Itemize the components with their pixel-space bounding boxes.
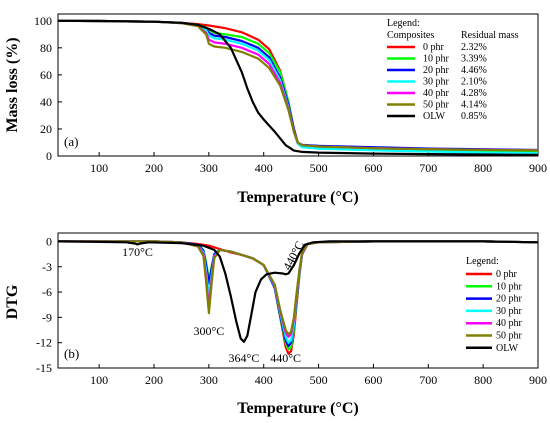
legend-b-name: 40 phr (496, 318, 523, 329)
panel-a-xtick-label: 700 (419, 161, 437, 175)
panel-b-ytick-label: -6 (42, 285, 52, 299)
legend-a-title: Legend: (387, 18, 420, 29)
panel-b-frame (57, 232, 539, 369)
legend-a-residual: 4.28% (461, 88, 487, 99)
panel-a-xtick-label: 300 (200, 161, 218, 175)
panel-b-xtick-label: 100 (90, 373, 108, 387)
legend-a-name: 30 phr (423, 77, 450, 88)
panel-b-ytick-label: 0 (46, 234, 52, 248)
panel-a-xtick-label: 800 (474, 161, 492, 175)
panel-a-xtick-label: 400 (255, 161, 273, 175)
legend-a-col1-header: Composites (387, 30, 434, 41)
legend-a-name: OLW (423, 111, 446, 122)
panel-b-xtick-label: 900 (529, 373, 547, 387)
panel-b-xtick-label: 200 (145, 373, 163, 387)
panel-a-ytick-label: 40 (40, 95, 52, 109)
panel-a-ytick-label: 100 (34, 14, 52, 28)
legend-a-residual: 2.32% (461, 42, 487, 53)
panel-b-ylabel: DTG (4, 284, 21, 319)
legend-b-name: OLW (496, 343, 519, 354)
panel-a-ytick-label: 60 (40, 68, 52, 82)
panel-a-legend: Legend: Composites Residual mass 0 phr 2.… (387, 18, 519, 122)
legend-a-residual: 0.85% (461, 111, 487, 122)
panel-b-ytick-label: -9 (42, 310, 52, 324)
legend-b-title: Legend: (466, 256, 499, 267)
legend-a-residual: 2.10% (461, 77, 487, 88)
panel-a: 100 200 300 400 500 600 700 800 900 0 20 40 60 80100 … (4, 13, 547, 206)
legend-a-name: 50 phr (423, 100, 450, 111)
panel-a-series-olw (57, 19, 539, 156)
panel-a-xtick-label: 500 (310, 161, 328, 175)
panel-b: 100 200 300 400 500 600 700 800 900 0 -3 -6 -9 -12 -15… (4, 232, 547, 417)
panel-a-ytick-label: 80 (40, 41, 52, 55)
dtg-annotation: 170°C (122, 245, 153, 259)
panel-a-frame (57, 13, 539, 157)
legend-a-name: 40 phr (423, 88, 450, 99)
panel-a-label: (a) (64, 134, 78, 149)
panel-a-xtick-label: 100 (90, 161, 108, 175)
panel-b-ytick-label: -3 (42, 260, 52, 274)
dtg-annotation: 300°C (193, 324, 224, 338)
panel-a-ylabel: Mass loss (%) (4, 37, 21, 132)
panel-a-ytick-label: 0 (46, 149, 52, 163)
panel-b-xtick-label: 400 (255, 373, 273, 387)
panel-b-xtick-label: 600 (364, 373, 382, 387)
dtg-annotation: 364°C (229, 351, 260, 365)
panel-b-ytick-label: -15 (36, 361, 52, 375)
legend-a-residual: 4.46% (461, 65, 487, 76)
legend-a-rows: 0 phr 2.32% 10 phr 3.39% 20 phr 4.46% 30 phr 2.… (387, 42, 487, 122)
legend-a-name: 20 phr (423, 65, 450, 76)
legend-a-residual: 3.39% (461, 54, 487, 65)
panel-b-ytick-label: -12 (36, 336, 52, 350)
panel-a-ticks: 100 200 300 400 500 600 700 800 900 0 20 40 60 80 100 (34, 14, 547, 175)
panel-b-label: (b) (64, 346, 79, 361)
panel-b-xtick-label: 500 (310, 373, 328, 387)
legend-a-name: 0 phr (423, 42, 445, 53)
legend-b-name: 20 phr (496, 294, 523, 305)
legend-b-name: 30 phr (496, 306, 523, 317)
panel-b-xtick-label: 700 (419, 373, 437, 387)
panel-b-series-olw (57, 240, 539, 343)
legend-b-name: 10 phr (496, 281, 523, 292)
legend-a-name: 10 phr (423, 54, 450, 65)
panel-b-xlabel: Temperature (°C) (237, 400, 358, 417)
panel-b-xtick-label: 800 (474, 373, 492, 387)
legend-a-col2-header: Residual mass (461, 30, 519, 41)
panel-b-ticks: 100 200 300 400 500 600 700 800 900 0 -3 -6 -9 -12 -15 (36, 234, 547, 387)
panel-a-ytick-label: 20 (40, 122, 52, 136)
panel-a-xtick-label: 600 (364, 161, 382, 175)
legend-a-residual: 4.14% (461, 100, 487, 111)
panel-a-series (57, 19, 539, 156)
dtg-annotation: 440°C (270, 351, 301, 365)
panel-b-xtick-label: 300 (200, 373, 218, 387)
panel-a-xtick-label: 900 (529, 161, 547, 175)
legend-b-name: 50 phr (496, 331, 523, 342)
panel-a-xtick-label: 200 (145, 161, 163, 175)
panel-a-xlabel: Temperature (°C) (237, 189, 358, 206)
panel-b-series (57, 240, 539, 355)
legend-b-name: 0 phr (496, 269, 518, 280)
